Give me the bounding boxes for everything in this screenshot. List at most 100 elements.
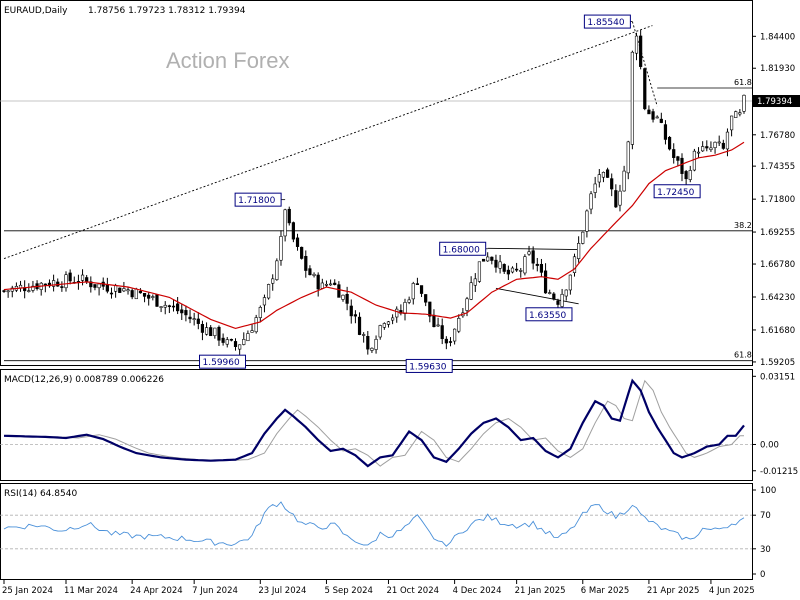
- candle-body: [217, 326, 221, 341]
- candle-body: [163, 304, 167, 308]
- symbol-timeframe: EURAUD,Daily: [4, 6, 68, 16]
- candle-body: [548, 292, 552, 294]
- price-tick-label: 1.64230: [760, 293, 795, 303]
- axes: 1.844001.819301.794651.767801.743551.718…: [2, 32, 800, 596]
- rsi-tick-label: 0: [760, 570, 765, 580]
- candle-body: [391, 317, 395, 321]
- candle-body: [31, 285, 35, 291]
- candle-body: [705, 146, 709, 149]
- candle-body: [539, 263, 544, 273]
- candle-body: [357, 316, 362, 335]
- candle-body: [312, 273, 316, 276]
- candle-body: [519, 270, 523, 272]
- fib-label: 61.8: [734, 78, 752, 87]
- candle-body: [6, 290, 10, 293]
- candle-body: [85, 277, 89, 282]
- candle-body: [64, 274, 68, 289]
- level-label-box: [234, 192, 282, 207]
- candle-body: [717, 141, 721, 144]
- candle-body: [114, 285, 118, 292]
- macd-plot: [0, 378, 752, 468]
- candle-body: [287, 208, 291, 224]
- candle-body: [494, 259, 498, 268]
- level-label: 1.68000: [443, 245, 480, 255]
- candle-body: [506, 269, 510, 275]
- candle-body: [568, 274, 572, 291]
- candle-body: [444, 338, 448, 344]
- candle-body: [378, 325, 382, 338]
- candle-body: [647, 109, 651, 115]
- dotted-trendline: [3, 25, 653, 260]
- level-label: 1.59630: [409, 362, 446, 372]
- level-label-box: [583, 14, 631, 29]
- candle-body: [626, 141, 630, 174]
- candle-body: [43, 283, 47, 286]
- macd-line: [3, 378, 745, 468]
- candle-body: [27, 290, 31, 292]
- rsi-tick-label: 100: [760, 486, 776, 496]
- candle-body: [457, 318, 461, 332]
- candle-body: [204, 327, 209, 335]
- candle-body: [320, 282, 324, 289]
- candle-body: [593, 183, 597, 193]
- candle-body: [159, 306, 163, 308]
- candle-body: [242, 339, 246, 345]
- candle-body: [370, 347, 374, 351]
- candle-body: [233, 341, 238, 347]
- candle-body: [229, 338, 233, 341]
- price-tick-label: 1.71800: [760, 195, 795, 205]
- price-tick-label: 1.84400: [760, 32, 795, 42]
- candle-body: [742, 94, 746, 112]
- macd-tick-label: 0.03151: [760, 372, 795, 382]
- candle-body: [577, 243, 581, 259]
- rsi-panel: [0, 483, 753, 580]
- candle-body: [68, 272, 72, 282]
- candle-body: [60, 286, 64, 288]
- candle-body: [411, 283, 415, 300]
- candle-body: [440, 325, 444, 340]
- candle-body: [403, 302, 407, 314]
- candle-body: [605, 169, 610, 178]
- candle-body: [572, 256, 577, 274]
- candle-body: [291, 222, 295, 240]
- candle-body: [713, 141, 717, 149]
- sma-line: [3, 141, 745, 330]
- candle-body: [655, 116, 659, 119]
- fib-label: 61.8: [734, 351, 752, 360]
- rsi-plot: [0, 501, 752, 550]
- candle-body: [560, 293, 564, 307]
- price-tick-label: 1.74355: [760, 162, 795, 172]
- candle-body: [676, 156, 680, 161]
- date-tick-label: 4 Dec 2024: [453, 586, 502, 596]
- candle-body: [610, 178, 614, 190]
- candle-body: [324, 283, 329, 286]
- macd-title: MACD(12,26,9) 0.008789 0.006226: [4, 375, 164, 385]
- candle-body: [89, 281, 93, 288]
- candle-body: [209, 327, 213, 337]
- candle-body: [630, 51, 634, 145]
- last-price-label: 1.79394: [757, 97, 792, 107]
- candle-body: [515, 268, 519, 271]
- candle-body: [597, 174, 601, 183]
- candle-body: [498, 261, 502, 269]
- candle-body: [151, 296, 155, 298]
- candle-body: [453, 328, 457, 342]
- candle-body: [225, 339, 229, 345]
- candle-body: [246, 333, 250, 342]
- candle-body: [147, 294, 151, 299]
- candle-body: [581, 231, 585, 244]
- candle-body: [386, 321, 391, 325]
- level-label-box: [525, 307, 573, 322]
- candle-body: [262, 297, 267, 306]
- candle-body: [188, 316, 192, 320]
- date-tick-label: 6 Mar 2025: [581, 586, 629, 596]
- candle-body: [295, 237, 300, 247]
- price-plot: 61.8 38.2 61.8 1.85540 1.71800 1.68000 1.63550…: [0, 14, 752, 373]
- candle-body: [374, 338, 378, 350]
- candle-body: [105, 284, 109, 292]
- candle-body: [614, 190, 618, 208]
- candle-body: [469, 282, 473, 300]
- candle-body: [300, 246, 304, 259]
- candle-body: [688, 170, 692, 180]
- candle-body: [701, 146, 705, 152]
